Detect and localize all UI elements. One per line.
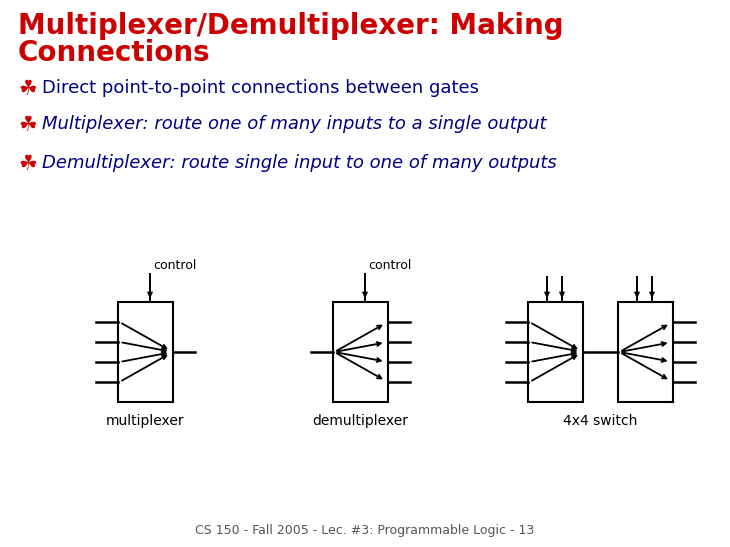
- Text: ☘: ☘: [18, 79, 36, 99]
- Text: demultiplexer: demultiplexer: [312, 414, 408, 428]
- Text: ☘: ☘: [18, 115, 36, 135]
- Text: 4x4 switch: 4x4 switch: [563, 414, 637, 428]
- Bar: [528, 302, 583, 402]
- Text: Direct point-to-point connections between gates: Direct point-to-point connections betwee…: [42, 79, 479, 97]
- Text: Demultiplexer: route single input to one of many outputs: Demultiplexer: route single input to one…: [42, 154, 557, 172]
- Text: Connections: Connections: [18, 39, 211, 67]
- Text: Multiplexer: route one of many inputs to a single output: Multiplexer: route one of many inputs to…: [42, 115, 547, 133]
- Text: control: control: [368, 259, 412, 272]
- Text: ☘: ☘: [18, 154, 36, 174]
- Bar: [618, 302, 672, 402]
- Bar: [332, 302, 388, 402]
- Bar: [118, 302, 172, 402]
- Text: multiplexer: multiplexer: [106, 414, 184, 428]
- Text: control: control: [153, 259, 196, 272]
- Text: CS 150 - Fall 2005 - Lec. #3: Programmable Logic - 13: CS 150 - Fall 2005 - Lec. #3: Programmab…: [196, 524, 534, 537]
- Text: Multiplexer/Demultiplexer: Making: Multiplexer/Demultiplexer: Making: [18, 12, 564, 40]
